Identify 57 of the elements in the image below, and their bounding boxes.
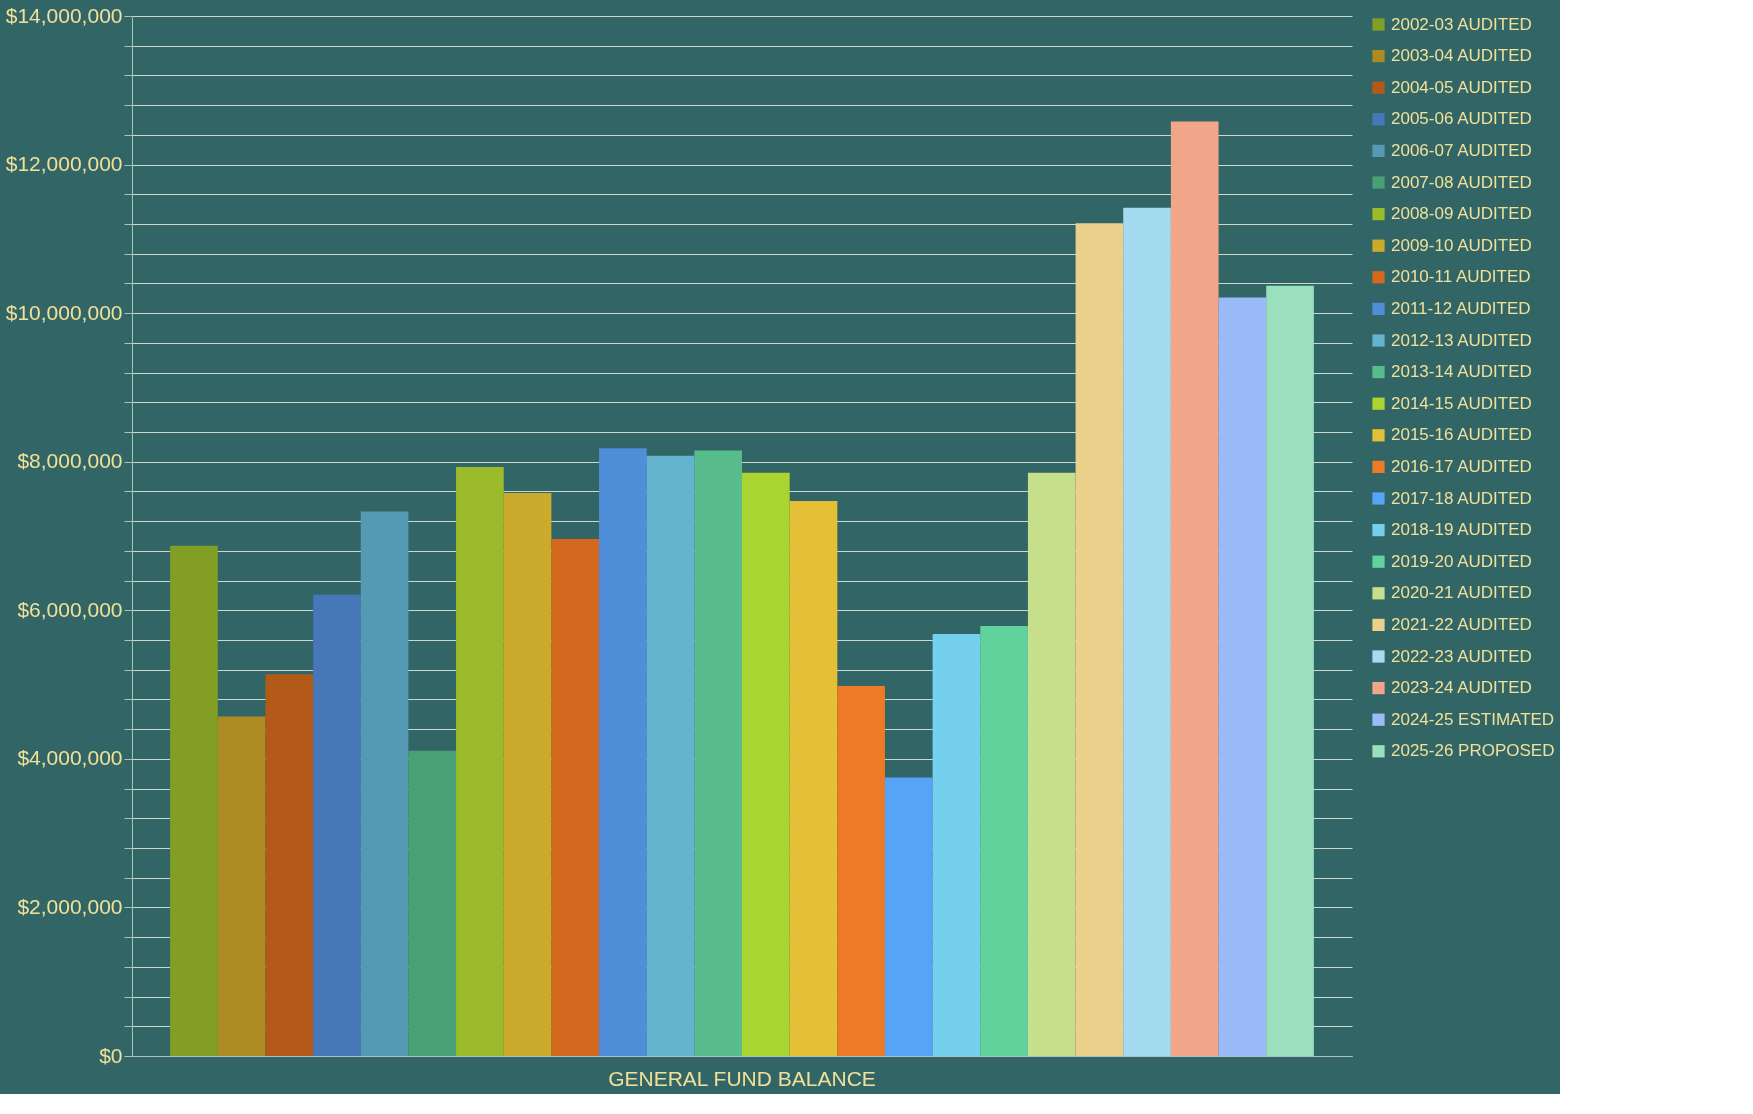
legend-label: 2021-22 AUDITED [1391,614,1532,634]
bar [837,686,885,1056]
legend-label: 2010-11 AUDITED [1391,267,1531,287]
legend-label: 2025-26 PROPOSED [1391,741,1555,761]
bar [789,501,838,1056]
bar [551,538,600,1056]
bar [742,472,790,1056]
legend-label: 2020-21 AUDITED [1391,583,1532,603]
legend-label: 2005-06 AUDITED [1391,109,1532,129]
bar [932,634,981,1056]
bar [170,545,218,1056]
bar [1123,207,1171,1056]
bar [265,674,314,1056]
y-tick-label: $14,000,000 [5,3,123,27]
legend-label: 2004-05 AUDITED [1391,77,1532,97]
bar [1075,223,1124,1056]
y-tick-label: $4,000,000 [17,746,123,770]
legend-label: 2017-18 AUDITED [1391,488,1532,508]
legend-label: 2015-16 AUDITED [1391,425,1532,445]
y-tick-label: $12,000,000 [5,152,123,176]
legend-label: 2016-17 AUDITED [1391,456,1532,476]
bar [360,511,409,1056]
legend-label: 2019-20 AUDITED [1391,551,1532,571]
bar [646,455,695,1056]
y-tick-label: $0 [99,1043,123,1067]
y-tick-label: $8,000,000 [17,449,123,473]
legend-label: 2008-09 AUDITED [1391,204,1532,224]
legend-label: 2012-13 AUDITED [1391,330,1532,350]
bar [1170,121,1219,1056]
legend-label: 2006-07 AUDITED [1391,140,1532,160]
bar [599,448,647,1056]
legend-label: 2022-23 AUDITED [1391,646,1532,666]
bar [313,594,361,1056]
legend-label: 2014-15 AUDITED [1391,393,1532,413]
bar [1027,472,1076,1056]
bar [217,716,266,1056]
legend-label: 2024-25 ESTIMATED [1391,709,1555,729]
bar [408,750,457,1056]
bar [1218,297,1267,1056]
legend-label: 2007-08 AUDITED [1391,172,1532,192]
y-tick-label: $6,000,000 [17,597,123,621]
legend-label: 2023-24 AUDITED [1391,678,1532,698]
legend-label: 2013-14 AUDITED [1391,362,1532,382]
legend-label: 2002-03 AUDITED [1391,14,1532,34]
bar [884,777,933,1056]
y-tick-label: $10,000,000 [5,300,123,324]
x-tick-label: GENERAL FUND BALANCE [608,1066,876,1090]
bar [1266,285,1314,1056]
bar [503,492,552,1056]
legend-label: 2003-04 AUDITED [1391,46,1532,66]
bar [980,625,1028,1056]
legend-label: 2018-19 AUDITED [1391,520,1532,540]
legend-label: 2011-12 AUDITED [1391,298,1531,318]
bar [456,466,504,1056]
y-tick-label: $2,000,000 [17,894,123,918]
legend-label: 2009-10 AUDITED [1391,235,1532,255]
bar [694,450,742,1056]
